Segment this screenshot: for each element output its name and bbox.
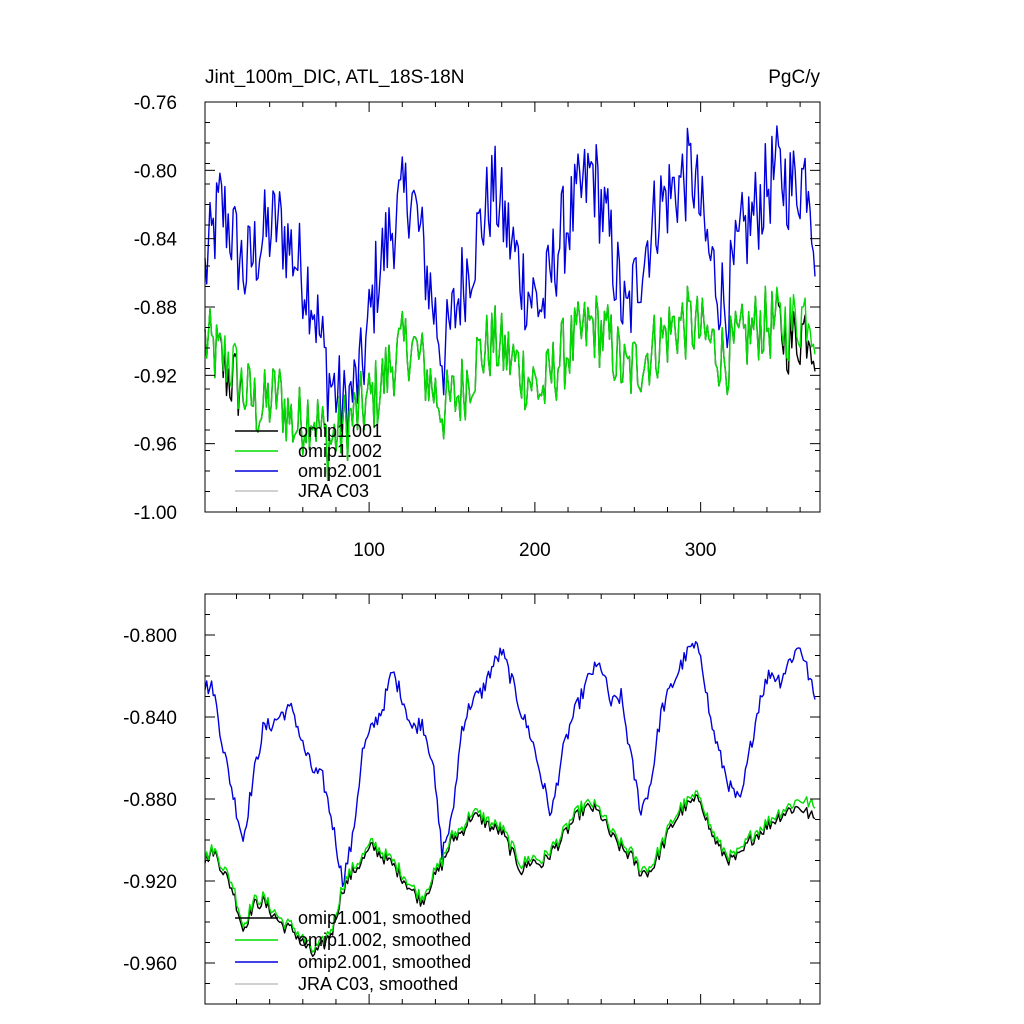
top-series-group	[204, 125, 816, 481]
top-ytick-label: -0.80	[134, 161, 177, 182]
bottom-ytick-label: -0.840	[123, 708, 177, 729]
top-ytick-label: -0.88	[134, 298, 177, 319]
bottom-series-group	[204, 641, 816, 957]
top-xtick-label: 300	[685, 540, 717, 561]
top-ytick-label: -0.96	[134, 435, 177, 456]
top-legend: omip1.001 omip1.002 omip2.001 JRA C03	[235, 421, 382, 501]
top-ytick-label: -0.76	[134, 93, 177, 114]
top-units: PgC/y	[768, 67, 820, 88]
bottom-series-omip1-001	[204, 794, 816, 957]
top-series-omip2-001	[204, 125, 816, 450]
top-legend-label-omip2-001: omip2.001	[298, 461, 382, 481]
top-series-omip1-002	[204, 285, 816, 481]
top-ytick-label: -0.84	[134, 230, 178, 251]
bottom-panel: -0.800 -0.840 -0.880 -0.920 -0.960 omip1.001…	[123, 593, 821, 1005]
top-plot-frame	[204, 101, 821, 513]
top-legend-label-omip1-002: omip1.002	[298, 441, 382, 461]
bottom-ytick-label: -0.800	[123, 626, 177, 647]
top-xtick-label: 200	[519, 540, 551, 561]
bottom-ytick-label: -0.920	[123, 872, 177, 893]
top-xtick-label: 100	[353, 540, 385, 561]
bottom-ytick-label: -0.880	[123, 790, 177, 811]
bottom-legend-label-omip2-001: omip2.001, smoothed	[298, 952, 471, 972]
bottom-plot-frame	[204, 593, 821, 1005]
top-legend-label-omip1-001: omip1.001	[298, 421, 382, 441]
bottom-series-omip2-001	[204, 641, 816, 888]
top-ytick-label: -1.00	[134, 503, 177, 524]
top-ytick-label: -0.92	[134, 366, 177, 387]
bottom-series-omip1-002	[204, 790, 816, 953]
bottom-legend-label-jra-c03: JRA C03, smoothed	[298, 974, 458, 994]
top-legend-label-jra-c03: JRA C03	[298, 481, 369, 501]
bottom-ytick-label: -0.960	[123, 954, 177, 975]
top-series-omip1-001	[204, 285, 816, 481]
bottom-legend: omip1.001, smoothed omip1.002, smoothed …	[235, 908, 471, 994]
top-title: Jint_100m_DIC, ATL_18S-18N	[205, 67, 464, 88]
bottom-ticks-group: -0.800 -0.840 -0.880 -0.920 -0.960	[123, 593, 820, 1005]
top-panel: Jint_100m_DIC, ATL_18S-18N PgC/y -0.76 -0…	[134, 67, 821, 561]
bottom-legend-label-omip1-002: omip1.002, smoothed	[298, 930, 471, 950]
bottom-legend-label-omip1-001: omip1.001, smoothed	[298, 908, 471, 928]
